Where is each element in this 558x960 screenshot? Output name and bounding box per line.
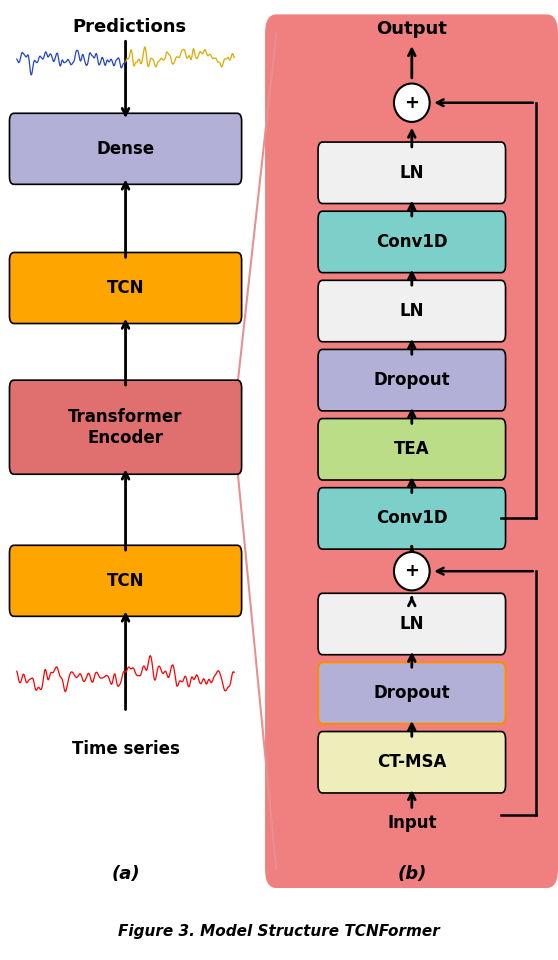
FancyBboxPatch shape	[318, 593, 506, 655]
FancyBboxPatch shape	[318, 349, 506, 411]
Text: Transformer
Encoder: Transformer Encoder	[68, 408, 183, 446]
Text: LN: LN	[400, 164, 424, 181]
FancyBboxPatch shape	[9, 252, 242, 324]
Text: TCN: TCN	[107, 279, 145, 297]
FancyBboxPatch shape	[318, 211, 506, 273]
FancyBboxPatch shape	[9, 380, 242, 474]
FancyBboxPatch shape	[9, 545, 242, 616]
Text: Dropout: Dropout	[373, 372, 450, 389]
Text: Time series: Time series	[71, 740, 180, 757]
FancyBboxPatch shape	[318, 280, 506, 342]
Text: Conv1D: Conv1D	[376, 233, 448, 251]
FancyBboxPatch shape	[318, 662, 506, 724]
FancyBboxPatch shape	[9, 113, 242, 184]
Text: Dropout: Dropout	[373, 684, 450, 702]
FancyBboxPatch shape	[265, 14, 558, 888]
FancyBboxPatch shape	[318, 732, 506, 793]
Text: Predictions: Predictions	[73, 18, 187, 36]
FancyBboxPatch shape	[318, 142, 506, 204]
Text: Figure 3. Model Structure TCNFormer: Figure 3. Model Structure TCNFormer	[118, 924, 440, 939]
Text: CT-MSA: CT-MSA	[377, 754, 446, 771]
Text: Output: Output	[376, 20, 448, 37]
FancyBboxPatch shape	[318, 419, 506, 480]
Ellipse shape	[394, 84, 430, 122]
Text: (a): (a)	[111, 865, 140, 882]
Text: Input: Input	[387, 814, 436, 831]
Text: Conv1D: Conv1D	[376, 510, 448, 527]
Text: +: +	[405, 563, 419, 580]
FancyBboxPatch shape	[318, 488, 506, 549]
Text: Dense: Dense	[97, 140, 155, 157]
Text: +: +	[405, 94, 419, 111]
Text: LN: LN	[400, 302, 424, 320]
Text: LN: LN	[400, 615, 424, 633]
Text: (b): (b)	[397, 865, 426, 882]
Ellipse shape	[394, 552, 430, 590]
Text: TCN: TCN	[107, 572, 145, 589]
Text: TEA: TEA	[394, 441, 430, 458]
